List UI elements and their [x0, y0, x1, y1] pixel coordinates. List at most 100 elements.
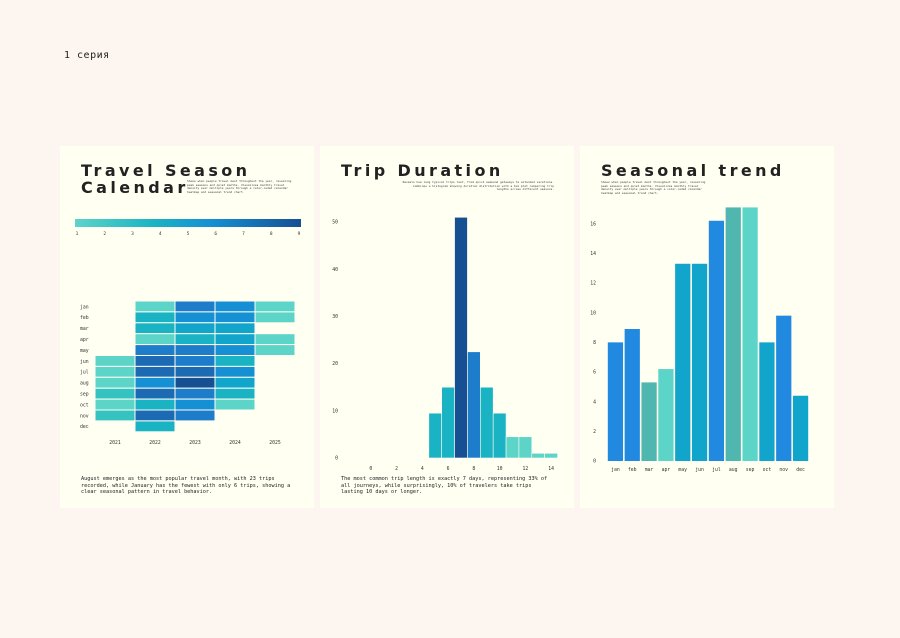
heatmap-cell — [134, 387, 176, 400]
heatmap-cell — [214, 376, 256, 389]
legend-tick-label: 3 — [131, 231, 134, 237]
heatmap-column-label: 2025 — [269, 440, 281, 446]
trend-bar — [691, 263, 708, 461]
legend-tick-label: 7 — [242, 231, 245, 237]
y-tick-label: 2 — [593, 429, 596, 435]
trend-description: Shows when people travel most throughout… — [601, 180, 706, 195]
heatmap-cell — [134, 420, 176, 433]
duration-footer: The most common trip length is exactly 7… — [341, 476, 548, 496]
x-tick-label: feb — [628, 467, 637, 473]
legend-colorbar — [75, 219, 301, 227]
y-tick-label: 50 — [332, 220, 338, 226]
heatmap-cell — [134, 376, 176, 389]
heatmap-cell — [134, 322, 176, 335]
trend-bar-chart: 0 2 4 6 8 10 12 14 16 jan feb mar apr may jun jul aug se… — [590, 207, 809, 473]
heatmap-row-label: oct — [80, 402, 89, 408]
heatmap-cell — [214, 344, 256, 357]
histogram-bar — [454, 216, 468, 459]
trend-bar — [742, 207, 758, 461]
histogram-bar — [428, 412, 442, 459]
x-tick-label: sep — [746, 468, 755, 473]
y-tick-label: 0 — [593, 459, 596, 465]
heatmap-cell — [214, 387, 256, 400]
x-tick-label: may — [678, 468, 687, 473]
histogram-bar — [480, 386, 494, 459]
x-tick-label: jul — [712, 467, 721, 473]
heatmap-row-label: apr — [80, 338, 89, 343]
x-tick-label: jun — [695, 467, 704, 473]
heatmap-cell — [174, 376, 216, 389]
calendar-card: Travel Season Calendar Shows when people… — [60, 146, 314, 508]
x-tick-label: 6 — [447, 466, 450, 472]
heatmap-cell — [214, 300, 256, 313]
heatmap-cell — [134, 300, 176, 313]
legend-tick-label: 6 — [214, 231, 217, 237]
x-tick-label: oct — [763, 467, 772, 473]
x-tick-label: 12 — [522, 466, 528, 472]
y-tick-label: 30 — [332, 314, 338, 320]
histogram-bar — [492, 412, 507, 459]
legend-tick-label: 2 — [103, 231, 106, 237]
heatmap-cell — [94, 398, 136, 411]
trend-bar — [624, 329, 640, 461]
histogram-bar — [531, 452, 545, 459]
heatmap-cell — [174, 344, 216, 357]
heatmap-column-label: 2021 — [109, 440, 121, 446]
legend-tick-label: 9 — [298, 231, 301, 237]
heatmap-cell — [94, 387, 136, 400]
x-tick-label: 10 — [497, 466, 503, 472]
heatmap-cell — [134, 365, 176, 378]
calendar-title: Travel Season Calendar — [81, 161, 251, 197]
x-tick-label: 2 — [395, 466, 398, 472]
heatmap-row-label: jul — [80, 370, 89, 376]
x-tick-label: 14 — [548, 466, 554, 472]
y-tick-label: 12 — [590, 281, 596, 287]
trend-bar — [641, 382, 657, 461]
trend-title: Seasonal trend — [601, 161, 785, 180]
y-tick-label: 10 — [332, 408, 338, 414]
heatmap-row-label: sep — [80, 392, 89, 397]
trend-bar — [658, 369, 674, 461]
trend-card: Seasonal trend Shows when people travel … — [580, 146, 834, 508]
heatmap-cell — [254, 344, 296, 357]
x-tick-label: 8 — [472, 466, 475, 472]
x-tick-label: aug — [729, 468, 738, 473]
heatmap-cell — [174, 333, 216, 346]
duration-card: Trip Duration Reveals how long typical t… — [320, 146, 574, 508]
x-tick-label: apr — [662, 468, 671, 473]
trend-bar — [725, 207, 741, 461]
heatmap-cell — [134, 311, 176, 324]
x-tick-label: dec — [796, 467, 805, 473]
histogram-bar — [467, 351, 481, 459]
heatmap-row-label: mar — [80, 327, 89, 332]
heatmap-column-label: 2023 — [189, 440, 201, 446]
x-tick-label: nov — [779, 468, 788, 473]
heatmap-row-label: dec — [80, 424, 89, 430]
heatmap-row-label: may — [80, 349, 89, 354]
heatmap-cell — [254, 300, 296, 313]
calendar-heatmap: 1 2 3 4 5 6 7 8 9 jan feb mar apr may jun jul aug sep oct… — [75, 219, 301, 446]
heatmap-cell — [214, 333, 256, 346]
trend-bar — [708, 220, 725, 461]
y-tick-label: 10 — [590, 310, 596, 316]
heatmap-row-label: jan — [80, 304, 89, 310]
trend-bar — [675, 263, 691, 461]
heatmap-row-label: aug — [80, 382, 89, 387]
trend-bar — [759, 342, 775, 461]
trend-bar — [792, 395, 809, 461]
y-tick-label: 14 — [590, 251, 596, 257]
calendar-description: Shows when people travel most throughout… — [187, 179, 292, 194]
heatmap-cell — [174, 300, 216, 313]
y-tick-label: 4 — [593, 399, 596, 405]
histogram-bar — [441, 386, 455, 459]
heatmap-cell — [134, 398, 176, 411]
x-tick-label: 0 — [369, 466, 372, 472]
y-tick-label: 40 — [332, 267, 338, 273]
y-tick-label: 8 — [593, 340, 596, 346]
x-tick-label: jan — [611, 467, 620, 473]
legend-tick-label: 1 — [76, 231, 79, 237]
series-label: 1 серия — [64, 50, 110, 61]
histogram-bar — [544, 452, 558, 459]
heatmap-row-label: feb — [80, 315, 89, 321]
duration-histogram: 0 10 20 30 40 50 0 2 4 6 8 10 12 14 — [332, 216, 558, 472]
